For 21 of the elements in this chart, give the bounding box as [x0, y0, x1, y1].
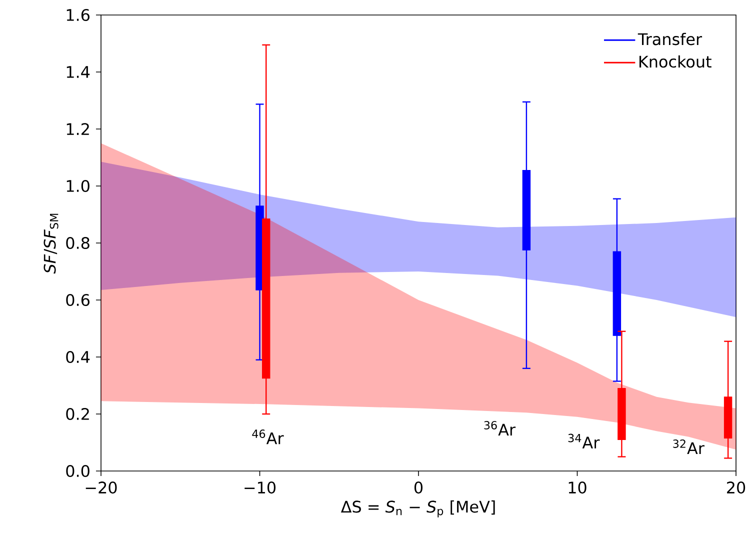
- annotation: $^{34}$Ar: [568, 434, 600, 448]
- x-tick-label: −10: [244, 482, 276, 494]
- y-tick-label: 1.6: [66, 8, 90, 22]
- y-tick-label: 0.0: [66, 464, 90, 478]
- x-tick-label: 10: [568, 482, 586, 494]
- annotation: $^{36}$Ar: [484, 420, 516, 436]
- y-tick-label: 1.2: [66, 123, 89, 135]
- y-tick-label: 0.8: [66, 236, 90, 250]
- annotation: $^{46}$Ar: [252, 430, 284, 444]
- x-tick-label: −20: [86, 482, 117, 494]
- y-tick-label: 0.6: [66, 294, 90, 306]
- x-tick-label: 0: [414, 482, 423, 494]
- y-tick-label: 1.0: [66, 180, 90, 192]
- y-tick-label: 0.2: [66, 408, 89, 420]
- annotation: $^{32}$Ar: [673, 440, 704, 454]
- legend-label: Knockout: [639, 55, 712, 68]
- y-tick-label: 0.4: [66, 350, 90, 364]
- x-axis-title: ΔS = S$_{n}$ − S$_{p}$ [MeV]: [340, 500, 495, 518]
- y-tick-label: 1.4: [66, 66, 90, 78]
- x-tick-label: 20: [727, 482, 746, 494]
- legend-label: Transfer: [638, 32, 702, 46]
